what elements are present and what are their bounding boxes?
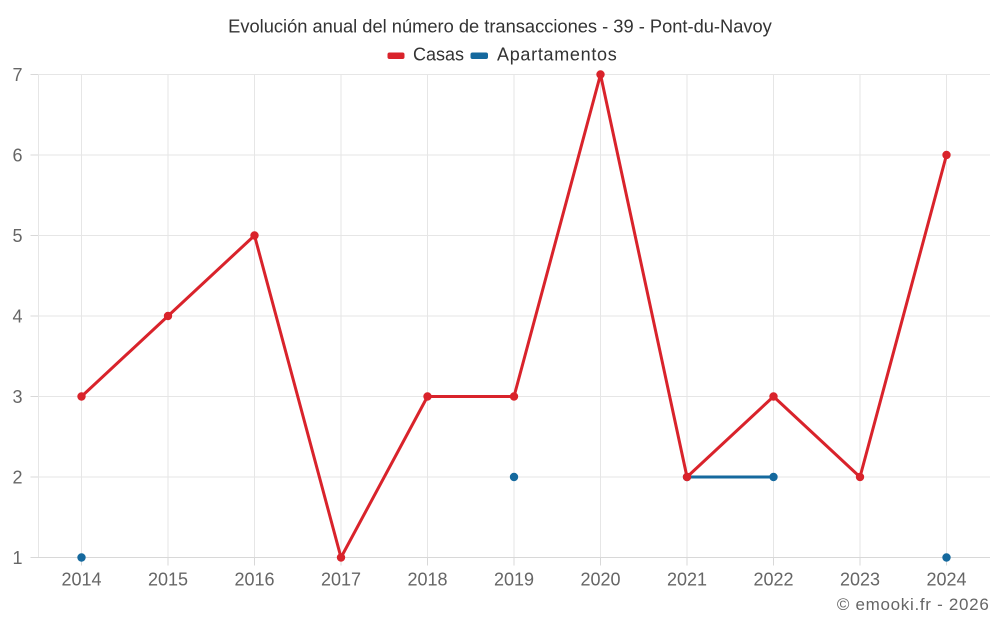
svg-text:Apartamentos: Apartamentos xyxy=(497,45,617,65)
svg-text:Evolución anual del número de: Evolución anual del número de transaccio… xyxy=(228,16,773,37)
svg-text:2017: 2017 xyxy=(321,570,361,590)
svg-text:2022: 2022 xyxy=(753,570,793,590)
svg-text:Casas: Casas xyxy=(413,45,464,65)
svg-text:2020: 2020 xyxy=(580,570,620,590)
svg-text:2: 2 xyxy=(12,467,22,487)
svg-text:2023: 2023 xyxy=(840,570,880,590)
svg-text:4: 4 xyxy=(12,306,22,326)
svg-text:2015: 2015 xyxy=(148,570,188,590)
svg-text:6: 6 xyxy=(12,145,22,165)
svg-text:2019: 2019 xyxy=(494,570,534,590)
svg-text:© emooki.fr - 2026: © emooki.fr - 2026 xyxy=(837,595,990,614)
svg-text:2024: 2024 xyxy=(926,570,966,590)
svg-text:2014: 2014 xyxy=(61,570,101,590)
svg-text:7: 7 xyxy=(12,65,22,85)
svg-text:5: 5 xyxy=(12,226,22,246)
svg-text:2018: 2018 xyxy=(407,570,447,590)
svg-text:1: 1 xyxy=(12,548,22,568)
svg-text:2016: 2016 xyxy=(234,570,274,590)
svg-text:3: 3 xyxy=(12,387,22,407)
svg-text:2021: 2021 xyxy=(667,570,707,590)
